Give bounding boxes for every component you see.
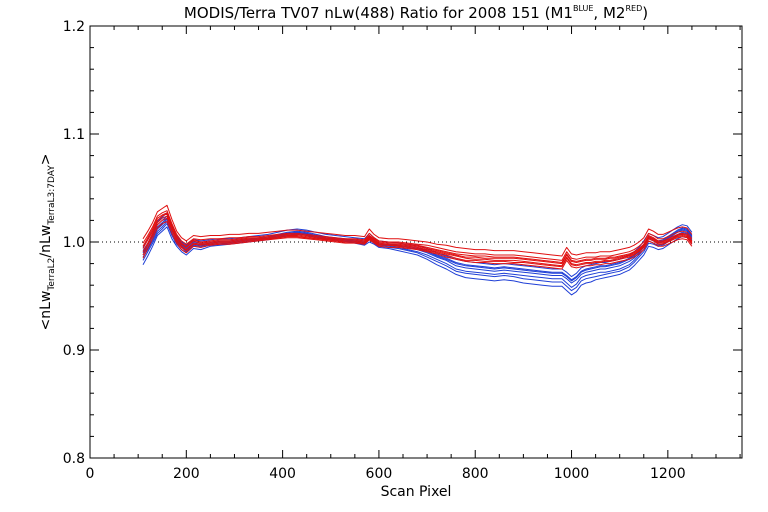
series-line-m1-3 <box>142 226 693 296</box>
series-line-m2-7 <box>142 213 693 265</box>
ylabel-pre: <nLw <box>38 291 54 331</box>
ylabel-sub-l2: TerraL2 <box>47 258 57 292</box>
axis-ticks: 0 200 400 600 800 1000 1200 0.8 0.9 1.0 1.1 1.2 <box>63 19 742 482</box>
series-line-m1-5 <box>142 221 693 288</box>
series-group <box>142 204 693 296</box>
title-end: ) <box>642 4 648 22</box>
y-tick-label: 1.0 <box>63 235 85 251</box>
ylabel-mid: /nLw <box>38 225 54 258</box>
x-tick-label: 1000 <box>554 466 590 482</box>
x-tick-label: 200 <box>173 466 200 482</box>
x-tick-label: 400 <box>269 466 296 482</box>
title-sup-blue: BLUE <box>573 4 593 13</box>
series-line-m2-13 <box>142 212 693 263</box>
series-line-m1-2 <box>142 215 693 281</box>
y-tick-label: 1.2 <box>63 19 85 35</box>
plot-frame <box>89 25 743 459</box>
title-sup-red: RED <box>625 4 642 13</box>
series-line-m2-10 <box>142 221 693 270</box>
x-tick-label: 600 <box>366 466 393 482</box>
y-tick-label: 0.9 <box>63 343 85 359</box>
x-tick-label: 800 <box>462 466 489 482</box>
ylabel-sub-l3: TerraL3:7DAY <box>47 165 57 226</box>
chart-title: MODIS/Terra TV07 nLw(488) Ratio for 2008… <box>184 4 648 22</box>
y-axis-label: <nLwTerraL2/nLwTerraL3:7DAY> <box>38 154 57 331</box>
title-mid: , M2 <box>593 4 625 22</box>
x-axis-label: Scan Pixel <box>381 484 452 500</box>
series-line-m2-12 <box>142 215 693 267</box>
x-tick-label: 0 <box>86 466 95 482</box>
series-line-m2-9 <box>142 210 693 261</box>
title-main: MODIS/Terra TV07 nLw(488) Ratio for 2008… <box>184 4 573 22</box>
y-tick-label: 0.8 <box>63 451 85 467</box>
ylabel-post: > <box>38 154 54 166</box>
x-tick-label: 1200 <box>650 466 686 482</box>
y-tick-label: 1.1 <box>63 127 85 143</box>
series-line-m2-8 <box>142 217 693 268</box>
series-line-m2-11 <box>142 204 693 257</box>
